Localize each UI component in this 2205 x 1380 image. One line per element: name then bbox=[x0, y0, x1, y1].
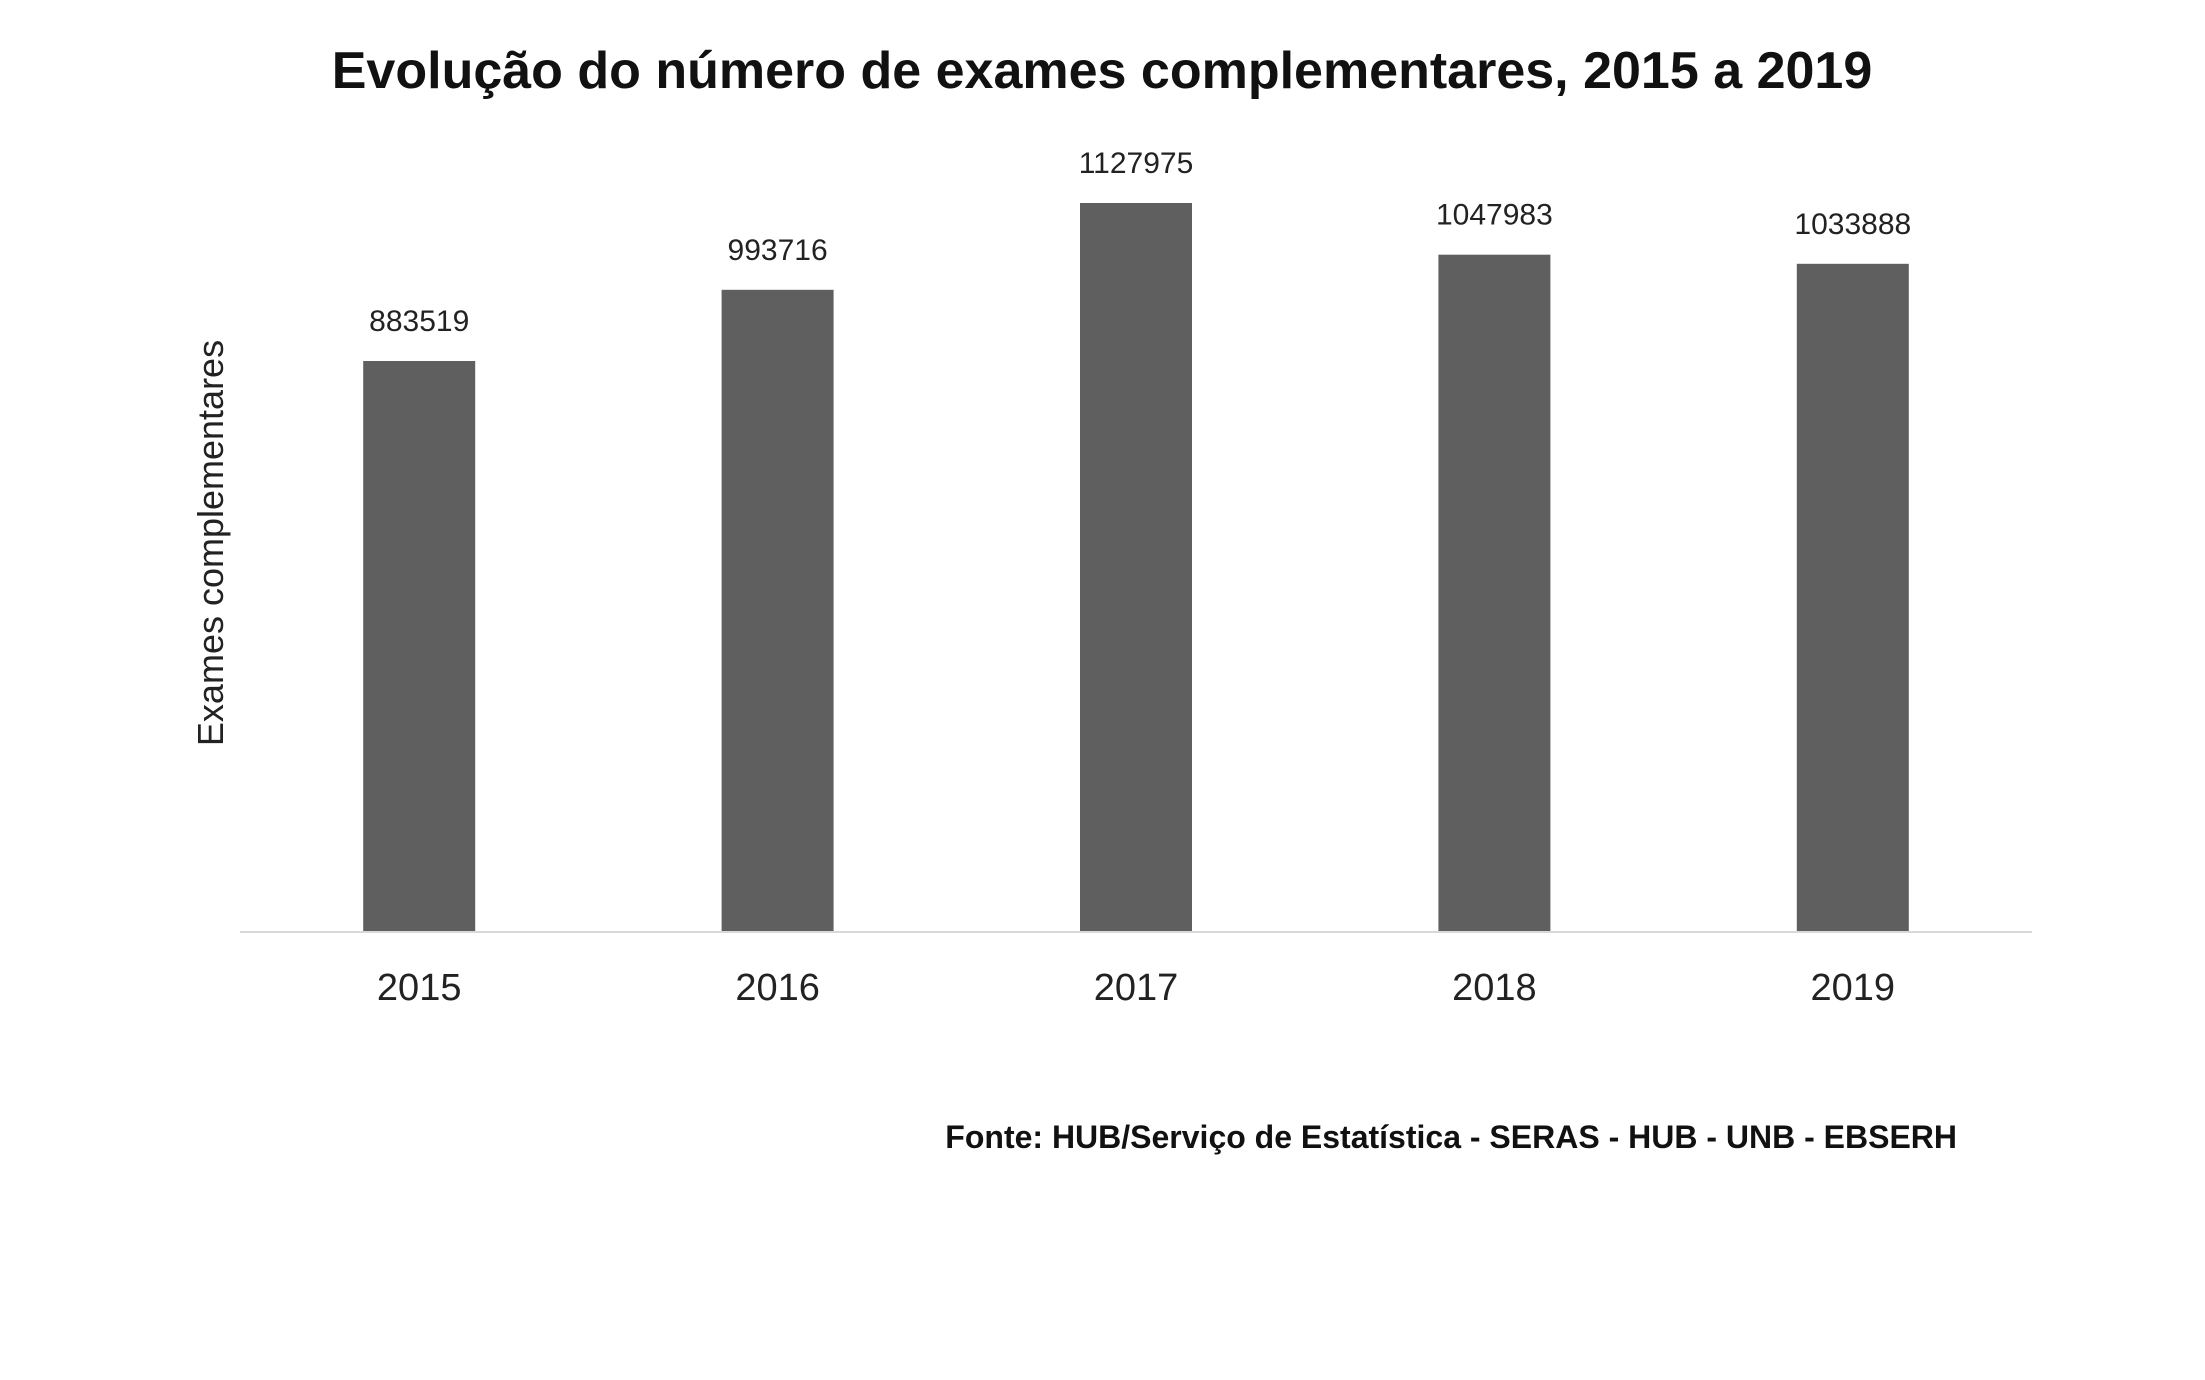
data-label-2016: 993716 bbox=[728, 234, 828, 267]
x-tick-label-2017: 2017 bbox=[1094, 967, 1179, 1009]
chart-title: Evolução do número de exames complementa… bbox=[332, 42, 1873, 100]
bar-2015 bbox=[363, 361, 476, 932]
y-axis-label: Exames complementares bbox=[190, 340, 231, 746]
bar-2018 bbox=[1438, 254, 1551, 932]
data-label-2018: 1047983 bbox=[1436, 199, 1553, 232]
bar-2016 bbox=[721, 289, 834, 932]
x-tick-label-2019: 2019 bbox=[1811, 967, 1896, 1009]
data-labels-group: 883519 993716 1127975 1047983 1033888 bbox=[369, 147, 1911, 338]
data-label-2019: 1033888 bbox=[1794, 208, 1911, 241]
bar-2017 bbox=[1080, 203, 1192, 932]
bar-2019 bbox=[1796, 263, 1909, 932]
data-label-2017: 1127975 bbox=[1079, 147, 1194, 180]
x-tick-labels: 2015 2016 2017 2018 2019 bbox=[377, 967, 1895, 1009]
bars-group bbox=[363, 203, 1909, 932]
data-label-2015: 883519 bbox=[369, 305, 469, 338]
source-note: Fonte: HUB/Serviço de Estatística - SERA… bbox=[945, 1119, 1957, 1155]
x-tick-label-2015: 2015 bbox=[377, 967, 462, 1009]
x-tick-label-2016: 2016 bbox=[735, 967, 820, 1009]
x-tick-label-2018: 2018 bbox=[1452, 967, 1537, 1009]
